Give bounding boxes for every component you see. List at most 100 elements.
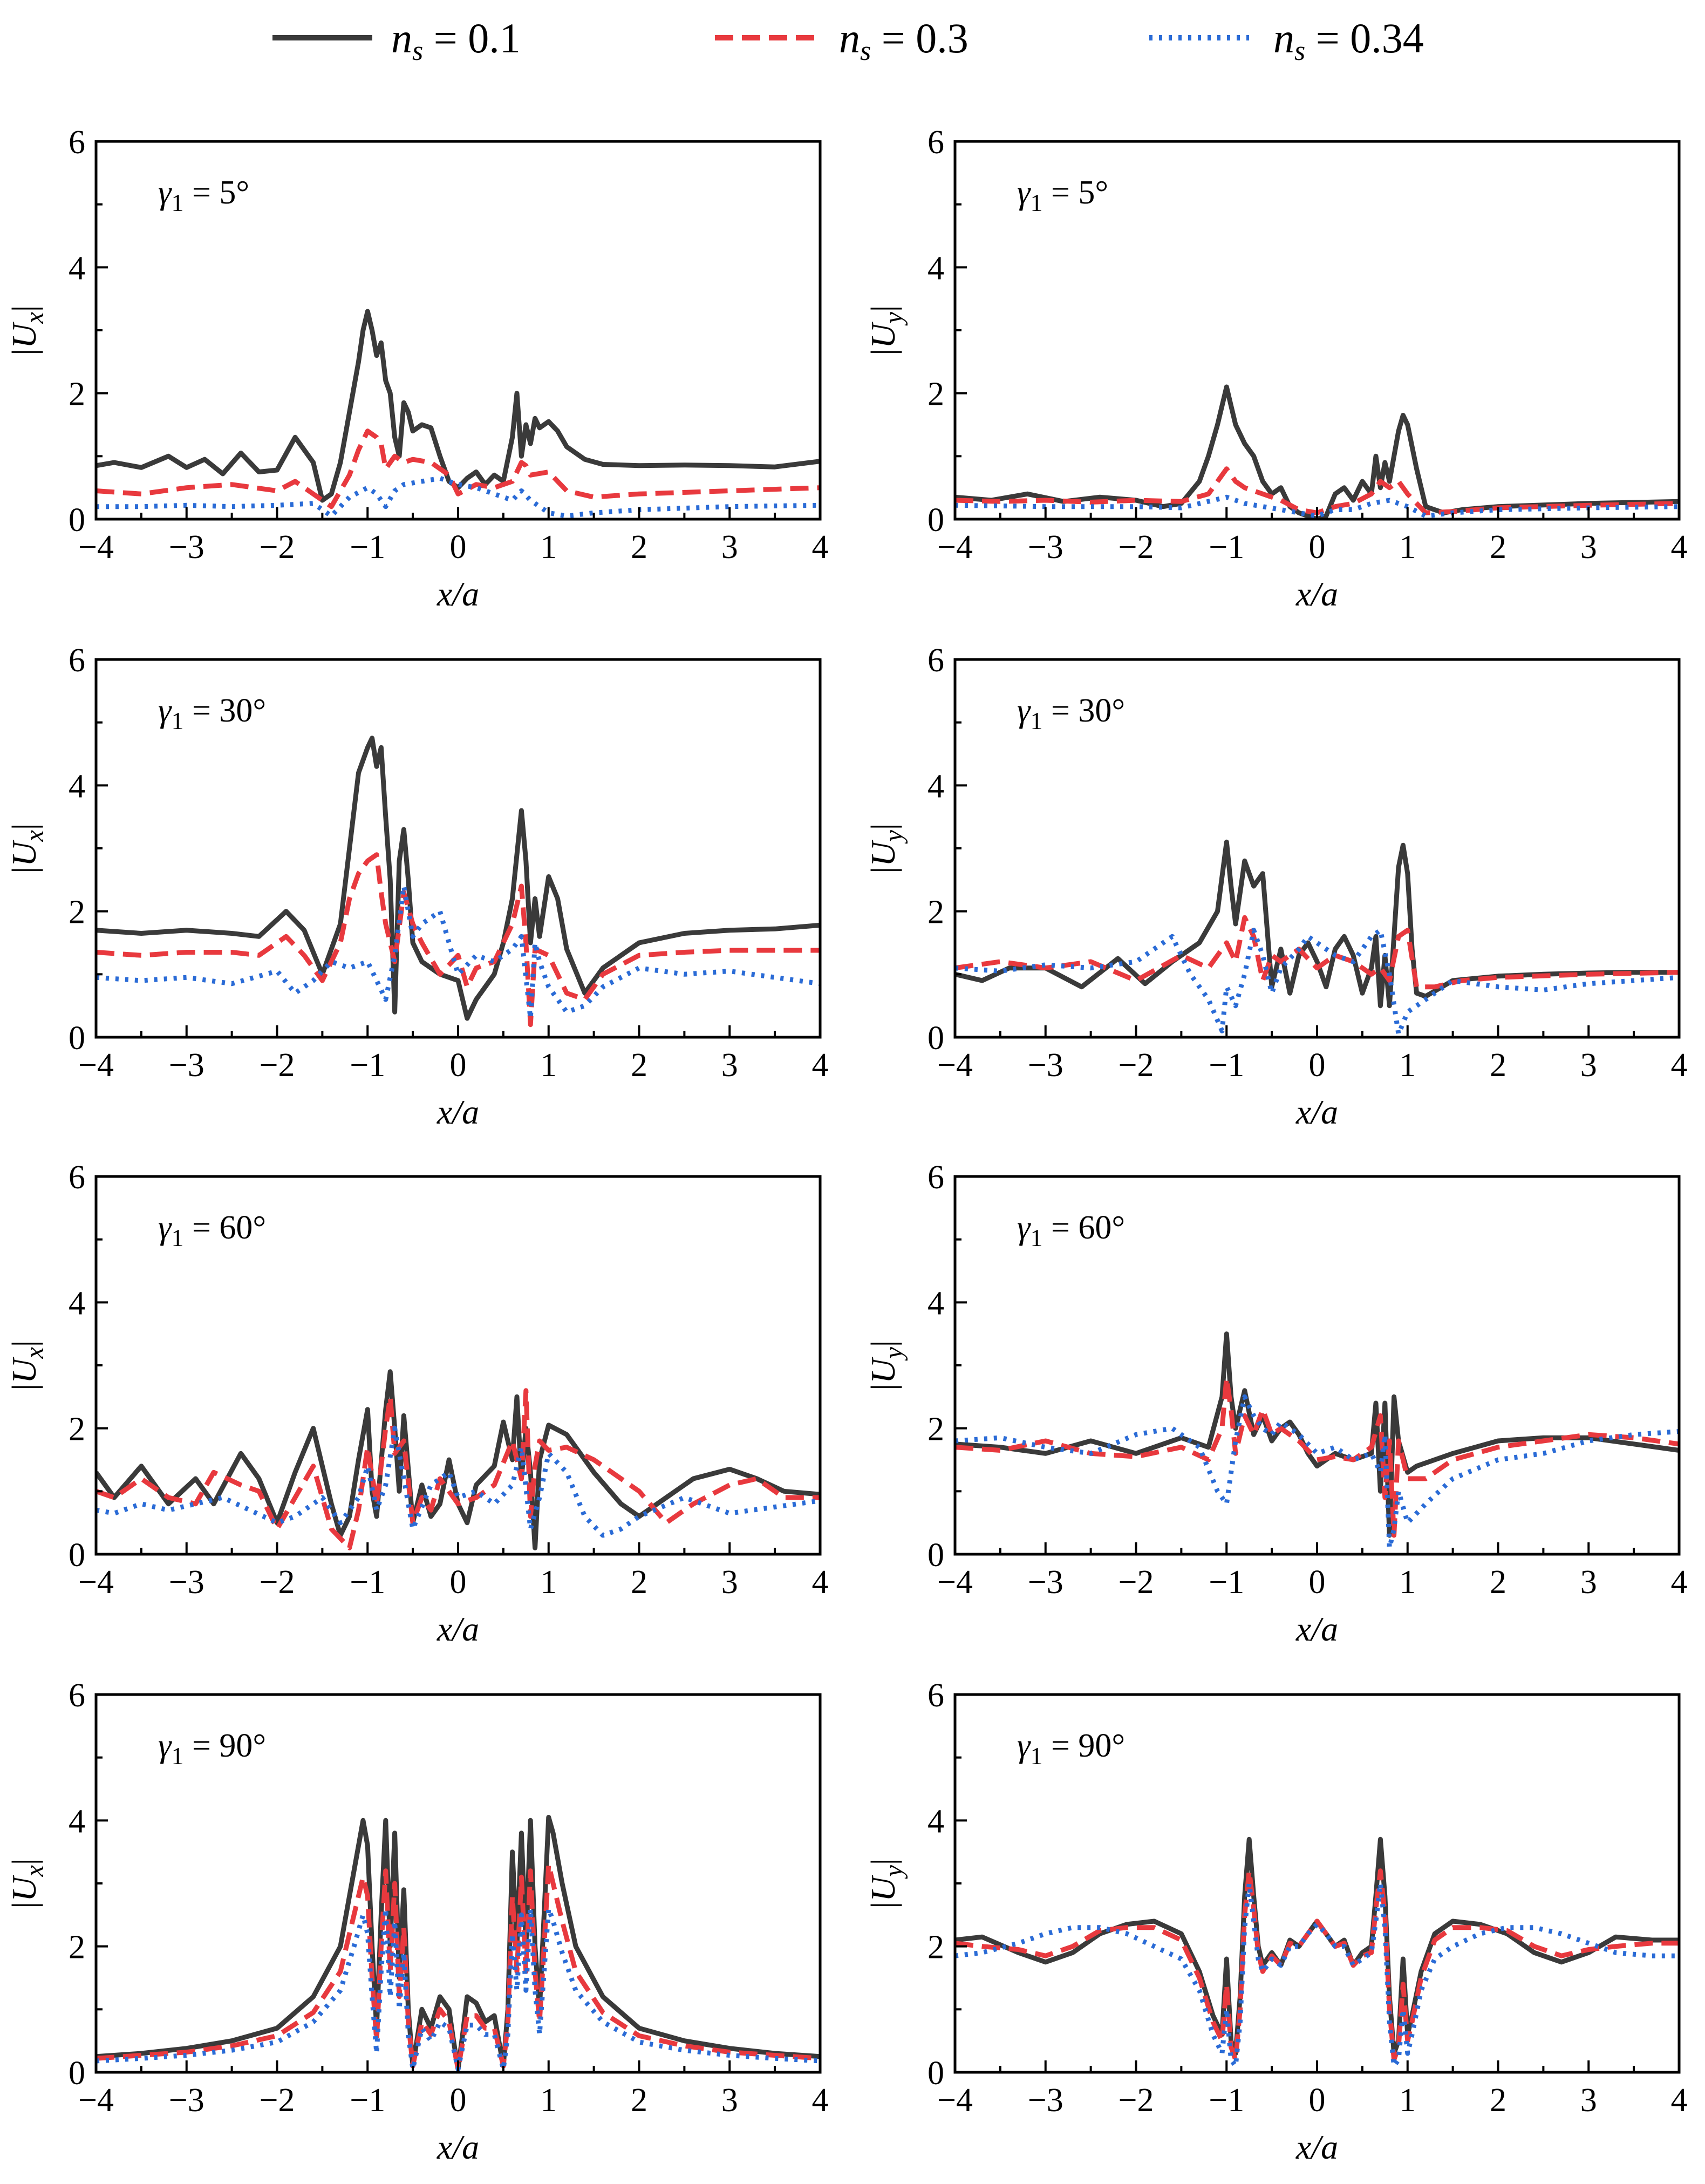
angle-annotation: γ1 = 90° [1017, 1727, 1125, 1770]
y-tick-label: 4 [69, 1285, 85, 1322]
x-tick-label: 1 [1399, 2082, 1416, 2119]
y-tick-label: 4 [69, 768, 85, 805]
series-line-1 [96, 736, 820, 1021]
x-tick-label: −1 [1209, 1047, 1244, 1084]
series-line-1 [96, 1369, 820, 1550]
x-tick-label: 4 [812, 1047, 829, 1084]
x-tick-label: 1 [1399, 1564, 1416, 1601]
y-tick-label: 4 [927, 1285, 944, 1322]
y-axis-title: |Ux| [5, 823, 49, 873]
chart-panel: −4 −3 −2 −1 0 1 2 3 4 0 2 4 6 x/a |Ux| γ1 = 60° [5, 1159, 829, 1648]
x-axis-title: x/a [1295, 2128, 1338, 2166]
x-tick-label: 2 [631, 529, 647, 566]
x-tick-label: 3 [1580, 1047, 1597, 1084]
series-line-2 [96, 428, 820, 509]
series-group [955, 384, 1679, 519]
x-tick-label: −3 [169, 1047, 204, 1084]
series-line-3 [955, 1394, 1679, 1550]
x-tick-label: −2 [1119, 2082, 1154, 2119]
legend: ns = 0.1 ns = 0.3 ns = 0.34 [272, 15, 1424, 66]
series-group [96, 736, 820, 1028]
x-tick-label: 4 [1671, 1047, 1688, 1084]
series-line-3 [96, 1426, 820, 1538]
y-tick-label: 6 [69, 1677, 85, 1714]
x-tick-label: −3 [1028, 1564, 1063, 1601]
x-tick-label: 1 [540, 529, 557, 566]
y-tick-label: 2 [69, 1929, 85, 1966]
x-axis-title: x/a [437, 1610, 479, 1648]
legend-item: ns = 0.3 [715, 15, 969, 66]
x-tick-label: 0 [450, 2082, 467, 2119]
x-tick-label: 0 [450, 529, 467, 566]
x-tick-label: −1 [1209, 1564, 1244, 1601]
y-tick-label: 0 [927, 2055, 944, 2092]
chart-panel: −4 −3 −2 −1 0 1 2 3 4 0 2 4 6 x/a |Ux| γ1 = 30° [5, 642, 829, 1131]
series-line-3 [96, 475, 820, 519]
x-tick-label: 2 [631, 1047, 647, 1084]
x-tick-label: −2 [260, 529, 295, 566]
y-tick-label: 0 [69, 2055, 85, 2092]
y-tick-label: 4 [927, 768, 944, 805]
x-tick-label: 4 [1671, 529, 1688, 566]
y-axis-title: |Uy| [864, 823, 908, 873]
series-line-1 [96, 309, 820, 503]
angle-annotation: γ1 = 5° [158, 174, 249, 216]
series-line-2 [955, 466, 1679, 515]
x-tick-label: −4 [937, 1564, 973, 1601]
y-tick-label: 4 [69, 250, 85, 287]
y-axis-title: |Ux| [5, 305, 49, 355]
x-tick-label: 2 [1490, 2082, 1506, 2119]
series-line-2 [96, 852, 820, 1028]
x-tick-label: −2 [1119, 1047, 1154, 1084]
y-tick-label: 6 [69, 1159, 85, 1196]
y-tick-label: 2 [927, 1411, 944, 1448]
series-group [955, 1836, 1679, 2069]
x-tick-label: −4 [78, 1047, 114, 1084]
x-tick-label: 0 [450, 1564, 467, 1601]
x-tick-label: 2 [631, 2082, 647, 2119]
x-tick-label: 3 [1580, 529, 1597, 566]
x-tick-label: 0 [1309, 2082, 1326, 2119]
x-axis-title: x/a [1295, 1093, 1338, 1131]
x-tick-label: 4 [1671, 2082, 1688, 2119]
x-tick-label: 3 [721, 1564, 738, 1601]
y-axis-title: |Ux| [5, 1858, 49, 1908]
chart-panel: −4 −3 −2 −1 0 1 2 3 4 0 2 4 6 x/a |Ux| γ1 = 90° [5, 1677, 829, 2166]
angle-annotation: γ1 = 60° [158, 1209, 266, 1251]
x-tick-label: 1 [1399, 529, 1416, 566]
x-tick-label: 4 [812, 2082, 829, 2119]
x-axis-title: x/a [437, 2128, 479, 2166]
chart-panel: −4 −3 −2 −1 0 1 2 3 4 0 2 4 6 x/a |Uy| γ1 = 5° [864, 124, 1688, 613]
x-tick-label: −3 [169, 1564, 204, 1601]
x-tick-label: −3 [1028, 1047, 1063, 1084]
x-tick-label: −3 [1028, 529, 1063, 566]
y-tick-label: 2 [927, 376, 944, 413]
series-line-1 [955, 839, 1679, 1009]
chart-panel: −4 −3 −2 −1 0 1 2 3 4 0 2 4 6 x/a |Ux| γ1 = 5° [5, 124, 829, 613]
y-tick-label: 4 [69, 1803, 85, 1840]
x-tick-label: 2 [1490, 529, 1506, 566]
panels: −4 −3 −2 −1 0 1 2 3 4 0 2 4 6 x/a |Ux| γ1 = 5° −4 −3 −2 −1 0… [5, 124, 1688, 2166]
chart-panel: −4 −3 −2 −1 0 1 2 3 4 0 2 4 6 x/a |Uy| γ1 = 60° [864, 1159, 1688, 1648]
series-line-1 [955, 1331, 1679, 1538]
x-tick-label: −4 [78, 1564, 114, 1601]
x-axis-title: x/a [1295, 575, 1338, 613]
y-tick-label: 6 [927, 1677, 944, 1714]
x-tick-label: 4 [1671, 1564, 1688, 1601]
y-tick-label: 6 [69, 642, 85, 679]
series-line-3 [96, 883, 820, 1021]
y-tick-label: 0 [927, 1537, 944, 1574]
x-tick-label: −4 [937, 1047, 973, 1084]
x-tick-label: −3 [169, 2082, 204, 2119]
y-tick-label: 2 [69, 894, 85, 931]
angle-annotation: γ1 = 30° [158, 692, 266, 734]
x-tick-label: 3 [1580, 1564, 1597, 1601]
angle-annotation: γ1 = 90° [158, 1727, 266, 1770]
x-tick-label: 0 [1309, 1564, 1326, 1601]
legend-label: ns = 0.34 [1273, 15, 1424, 66]
x-tick-label: −3 [169, 529, 204, 566]
series-line-3 [955, 1881, 1679, 2069]
x-tick-label: 0 [1309, 1047, 1326, 1084]
x-tick-label: −2 [1119, 1564, 1154, 1601]
